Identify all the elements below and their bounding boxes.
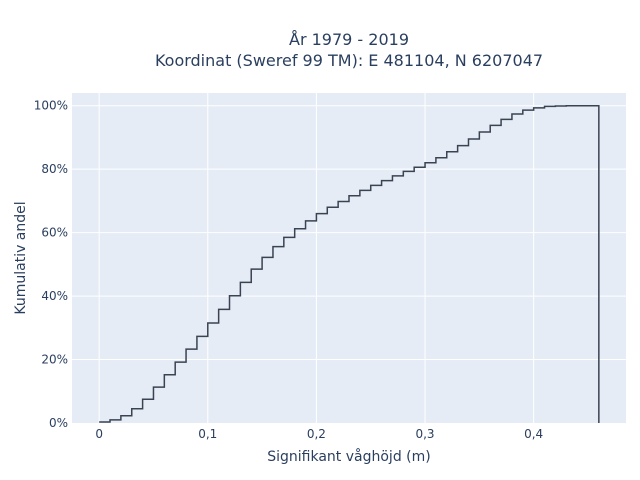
x-tick-label: 0,3	[415, 427, 434, 441]
x-tick-label: 0,4	[524, 427, 543, 441]
y-tick-label: 60%	[41, 226, 68, 240]
y-gridlines	[72, 105, 626, 361]
x-gridlines	[98, 93, 535, 423]
plot-area	[72, 93, 626, 423]
x-tick-label: 0	[95, 427, 103, 441]
y-axis-ticks: 0% 20% 40% 60% 80% 100%	[34, 99, 68, 430]
y-tick-label: 80%	[41, 162, 68, 176]
y-tick-label: 20%	[41, 353, 68, 367]
y-axis-title: Kumulativ andel	[13, 201, 29, 314]
chart-title-line-1: År 1979 - 2019	[289, 30, 409, 49]
cumulative-step-line	[99, 104, 600, 423]
x-axis-ticks: 0 0,1 0,2 0,3 0,4	[95, 427, 543, 441]
y-tick-label: 100%	[34, 99, 68, 113]
x-axis-title: Signifikant våghöjd (m)	[267, 448, 430, 465]
y-tick-label: 40%	[41, 289, 68, 303]
x-tick-label: 0,2	[307, 427, 326, 441]
chart-title-line-2: Koordinat (Sweref 99 TM): E 481104, N 62…	[155, 51, 543, 70]
x-tick-label: 0,1	[198, 427, 217, 441]
y-tick-label: 0%	[49, 416, 68, 430]
